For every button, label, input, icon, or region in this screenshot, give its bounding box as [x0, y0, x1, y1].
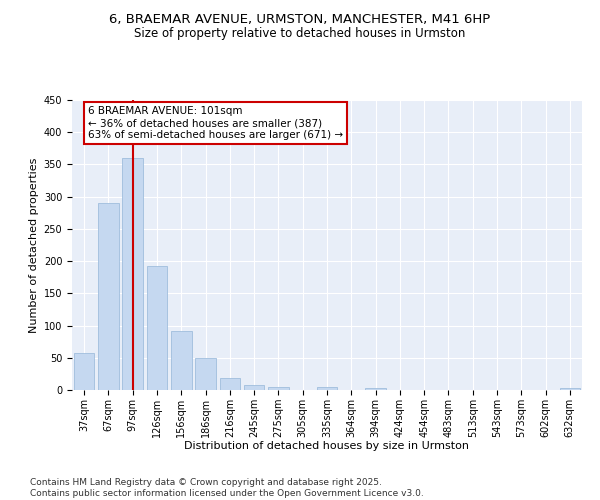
Bar [365, 388, 386, 390]
Bar [98, 203, 119, 390]
Bar [146, 266, 167, 390]
Bar [122, 158, 143, 390]
Bar [171, 332, 191, 390]
X-axis label: Distribution of detached houses by size in Urmston: Distribution of detached houses by size … [185, 442, 470, 452]
Bar [74, 354, 94, 390]
Text: 6, BRAEMAR AVENUE, URMSTON, MANCHESTER, M41 6HP: 6, BRAEMAR AVENUE, URMSTON, MANCHESTER, … [109, 12, 491, 26]
Text: Contains HM Land Registry data © Crown copyright and database right 2025.
Contai: Contains HM Land Registry data © Crown c… [30, 478, 424, 498]
Bar [560, 388, 580, 390]
Bar [268, 387, 289, 390]
Text: 6 BRAEMAR AVENUE: 101sqm
← 36% of detached houses are smaller (387)
63% of semi-: 6 BRAEMAR AVENUE: 101sqm ← 36% of detach… [88, 106, 343, 140]
Bar [317, 387, 337, 390]
Bar [220, 378, 240, 390]
Text: Size of property relative to detached houses in Urmston: Size of property relative to detached ho… [134, 28, 466, 40]
Bar [244, 385, 265, 390]
Bar [195, 358, 216, 390]
Y-axis label: Number of detached properties: Number of detached properties [29, 158, 40, 332]
